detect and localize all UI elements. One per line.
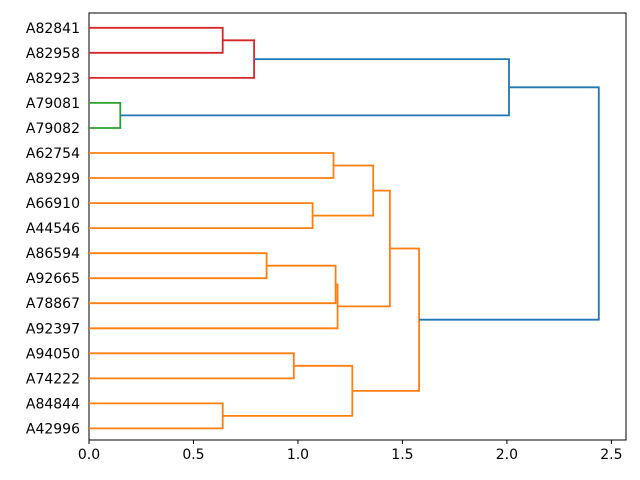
leaf-label: A42996: [26, 421, 80, 437]
dendrogram-link-red: [89, 26, 224, 54]
leaf-label: A94050: [26, 346, 80, 362]
leaf-label: A82958: [26, 46, 80, 62]
leaf-label: A62754: [26, 146, 80, 162]
leaf-label: A79082: [26, 121, 80, 137]
dendrogram-link-orange: [89, 152, 335, 179]
leaf-label: A84844: [26, 396, 80, 412]
leaf-label: A66910: [26, 196, 80, 212]
dendrogram-link-red: [89, 39, 255, 79]
leaf-label: A92397: [26, 321, 80, 337]
leaf-label: A82841: [26, 21, 80, 37]
dendrogram-link-orange: [312, 164, 375, 217]
dendrogram-link-orange: [89, 264, 337, 305]
dendrogram-link-orange: [89, 202, 314, 229]
dendrogram-link-orange: [222, 364, 354, 417]
leaf-label: A86594: [26, 246, 80, 262]
dendrogram-link-blue: [120, 58, 510, 117]
x-axis-tick-label: 1.5: [391, 447, 413, 463]
x-axis-tick-label: 0.0: [78, 447, 100, 463]
plot-border: [88, 12, 627, 441]
leaf-label: A92665: [26, 271, 80, 287]
x-axis-tick-label: 1.0: [287, 447, 309, 463]
dendrogram-link-orange: [89, 252, 268, 280]
dendrogram-link-orange: [89, 352, 295, 380]
leaf-label: A89299: [26, 171, 80, 187]
dendrogram-link-orange: [89, 402, 224, 430]
x-axis-tick-label: 2.0: [496, 447, 518, 463]
dendrogram-link-orange: [352, 247, 420, 392]
dendrogram-link-green: [89, 102, 122, 129]
dendrogram-link-orange: [89, 283, 339, 330]
x-axis-tick-label: 2.5: [600, 447, 622, 463]
x-axis-tick-label: 0.5: [182, 447, 204, 463]
leaf-label: A78867: [26, 296, 80, 312]
leaf-label: A44546: [26, 221, 80, 237]
leaf-label: A82923: [26, 71, 80, 87]
leaf-label: A74222: [26, 371, 80, 387]
dendrogram-link-orange: [337, 189, 391, 308]
leaf-label: A79081: [26, 96, 80, 112]
dendrogram-link-blue: [419, 86, 600, 321]
